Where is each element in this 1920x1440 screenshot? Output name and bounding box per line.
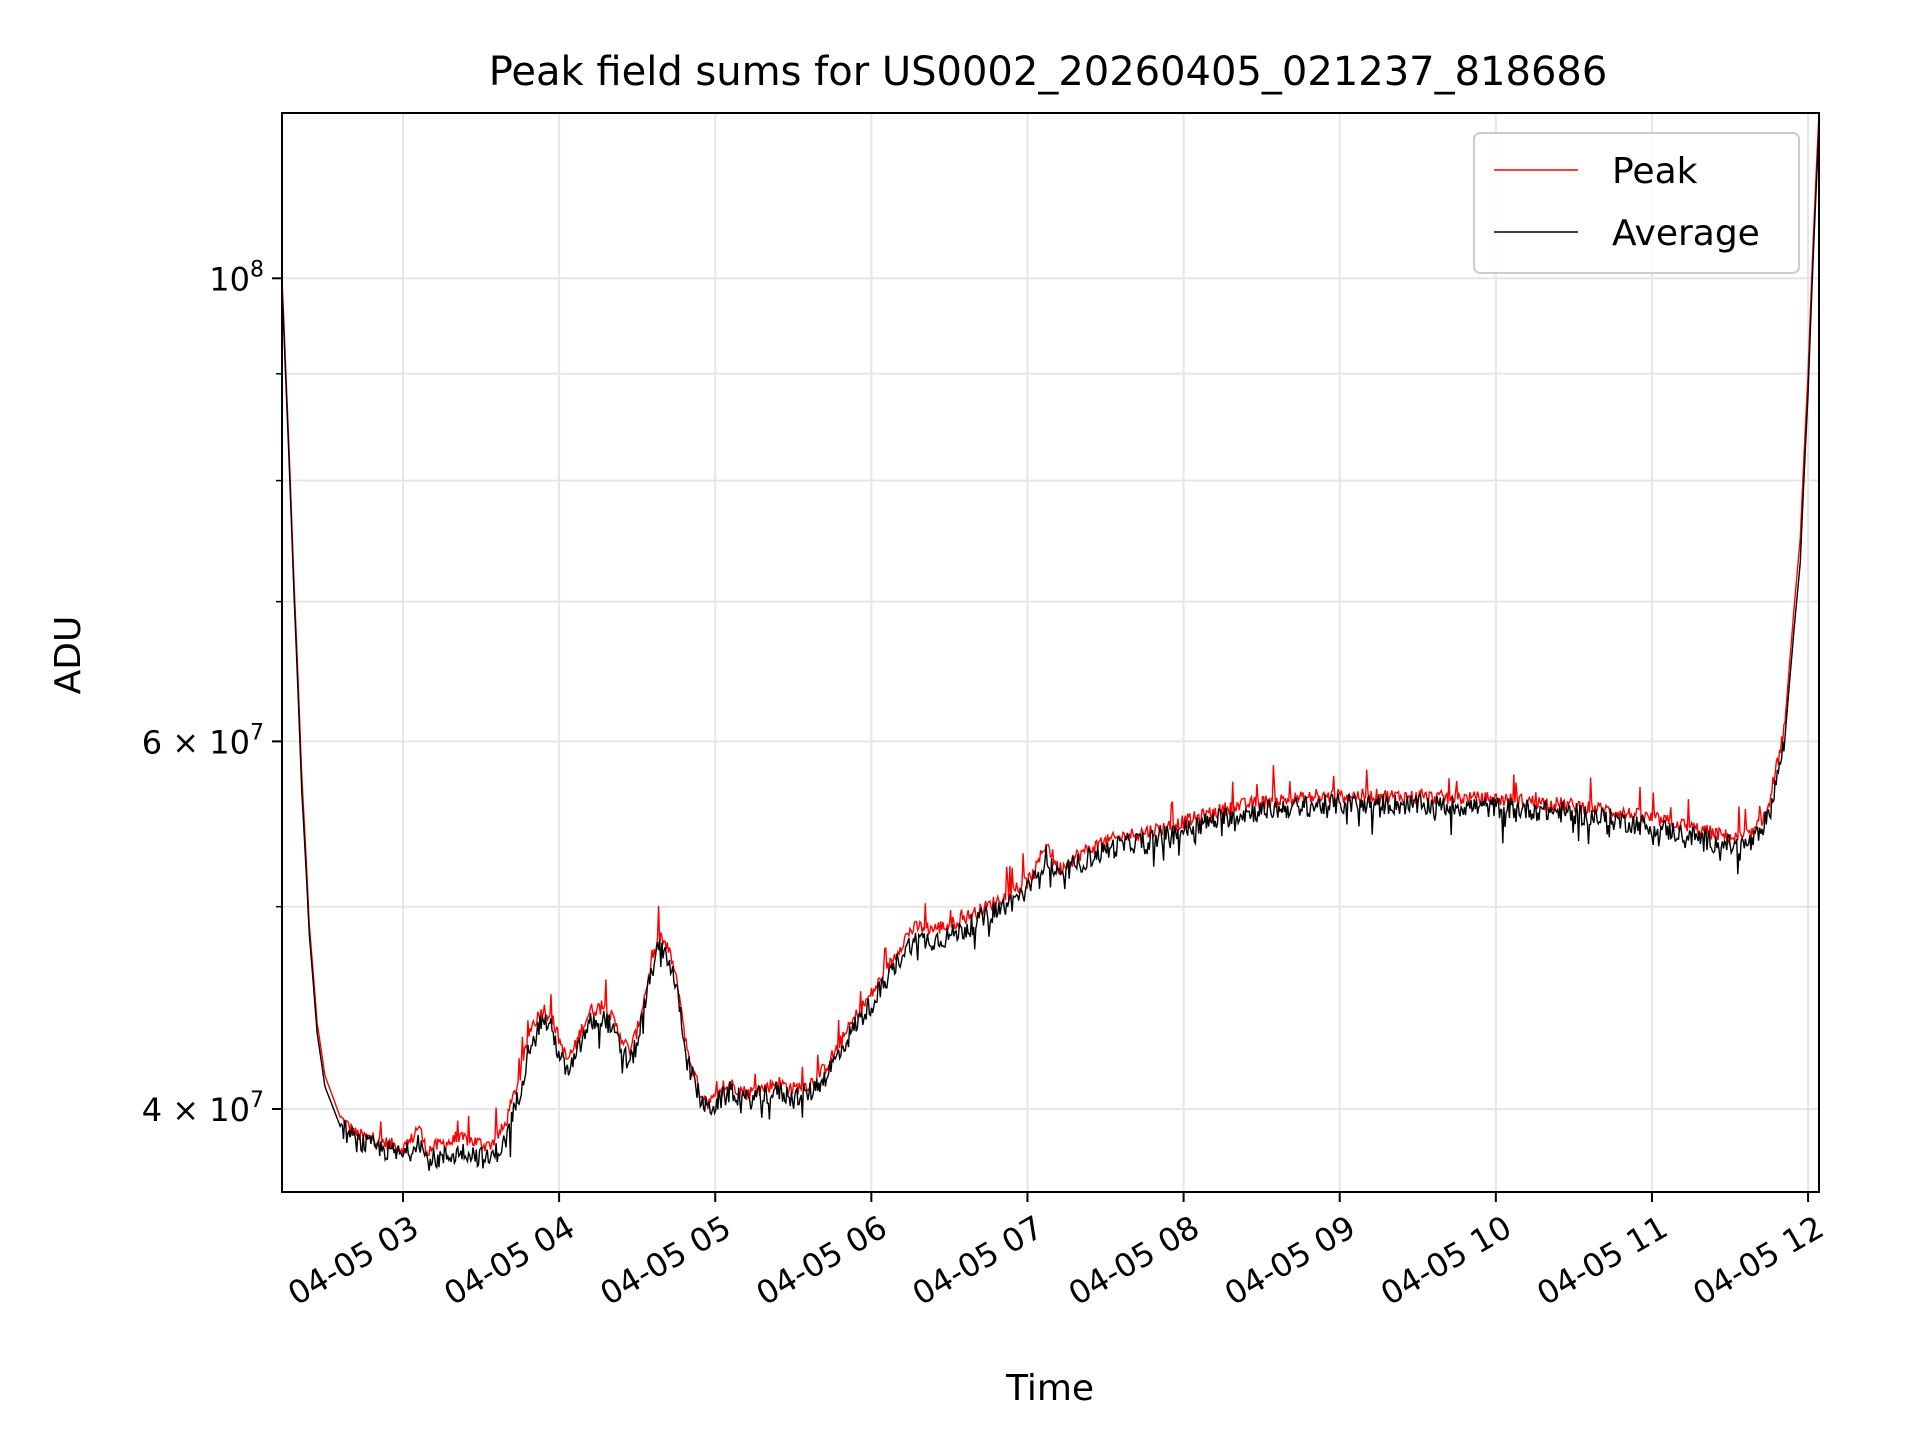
y-tick-label: 108 xyxy=(209,257,264,298)
chart-title: Peak field sums for US0002_20260405_0212… xyxy=(489,49,1608,95)
legend-label-peak: Peak xyxy=(1612,151,1698,192)
series-layer xyxy=(282,113,1819,1171)
plot-frame xyxy=(281,112,1820,1193)
y-tick-label: 4 × 107 xyxy=(142,1088,264,1129)
series-line-average xyxy=(282,128,1819,1171)
grid xyxy=(282,113,1819,1192)
y-axis: 4 × 107 6 × 107 108 xyxy=(142,257,282,1129)
legend: Peak Average xyxy=(1473,132,1800,274)
x-axis-label: Time xyxy=(1005,1368,1094,1409)
legend-label-average: Average xyxy=(1612,213,1760,254)
y-tick-label: 6 × 107 xyxy=(142,720,264,761)
y-axis-label: ADU xyxy=(48,616,89,695)
legend-box xyxy=(1473,132,1800,274)
